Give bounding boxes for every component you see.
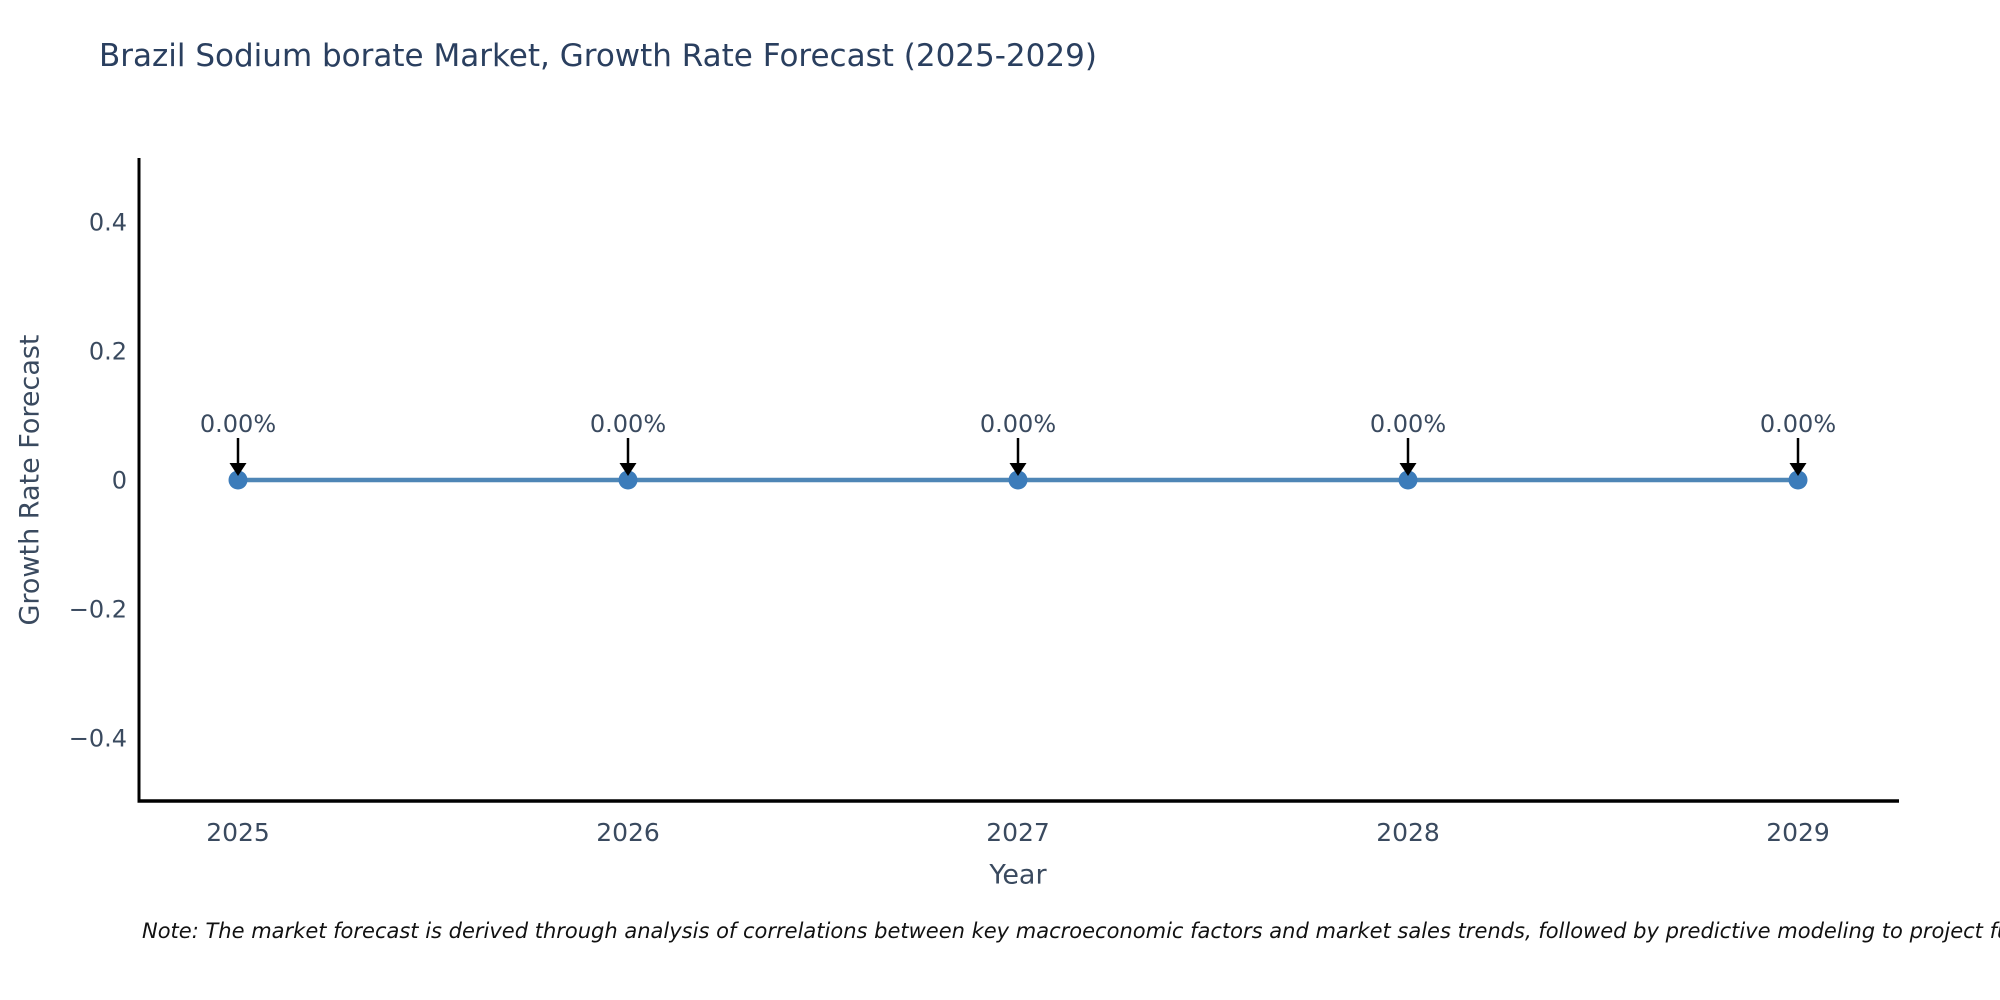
chart-title: Brazil Sodium borate Market, Growth Rate… bbox=[99, 38, 1097, 74]
point-annotation-label: 0.00% bbox=[200, 410, 276, 438]
annotation-arrowhead bbox=[1789, 463, 1807, 476]
point-annotation-label: 0.00% bbox=[980, 410, 1056, 438]
y-tick-label: −0.4 bbox=[69, 725, 127, 753]
point-annotations: 0.00% 0.00% 0.00% 0.00% 0.00% bbox=[200, 410, 1836, 476]
x-axis-ticks: 2025 2026 2027 2028 2029 bbox=[206, 818, 1830, 847]
data-point-marker bbox=[228, 470, 248, 490]
footnote: Note: The market forecast is derived thr… bbox=[142, 919, 2000, 943]
point-annotation-label: 0.00% bbox=[590, 410, 666, 438]
point-annotation-label: 0.00% bbox=[1760, 410, 1836, 438]
y-tick-label: −0.2 bbox=[69, 596, 127, 624]
point-annotation-label: 0.00% bbox=[1370, 410, 1446, 438]
data-point-marker bbox=[618, 470, 638, 490]
data-point-marker bbox=[1788, 470, 1808, 490]
x-tick-label: 2025 bbox=[206, 818, 270, 847]
annotation-arrowhead bbox=[1009, 463, 1027, 476]
data-series bbox=[228, 470, 1808, 490]
x-tick-label: 2026 bbox=[596, 818, 660, 847]
data-point-marker bbox=[1398, 470, 1418, 490]
y-tick-label: 0.2 bbox=[89, 338, 127, 366]
x-tick-label: 2027 bbox=[986, 818, 1050, 847]
data-point-marker bbox=[1008, 470, 1028, 490]
x-tick-label: 2028 bbox=[1376, 818, 1440, 847]
annotation-arrowhead bbox=[619, 463, 637, 476]
x-tick-label: 2029 bbox=[1766, 818, 1830, 847]
annotation-arrowhead bbox=[1399, 463, 1417, 476]
y-tick-label: 0 bbox=[112, 467, 127, 495]
y-axis-ticks: 0.4 0.2 0 −0.2 −0.4 bbox=[69, 209, 127, 753]
y-tick-label: 0.4 bbox=[89, 209, 127, 237]
x-axis-title: Year bbox=[989, 859, 1047, 891]
annotation-arrowhead bbox=[229, 463, 247, 476]
